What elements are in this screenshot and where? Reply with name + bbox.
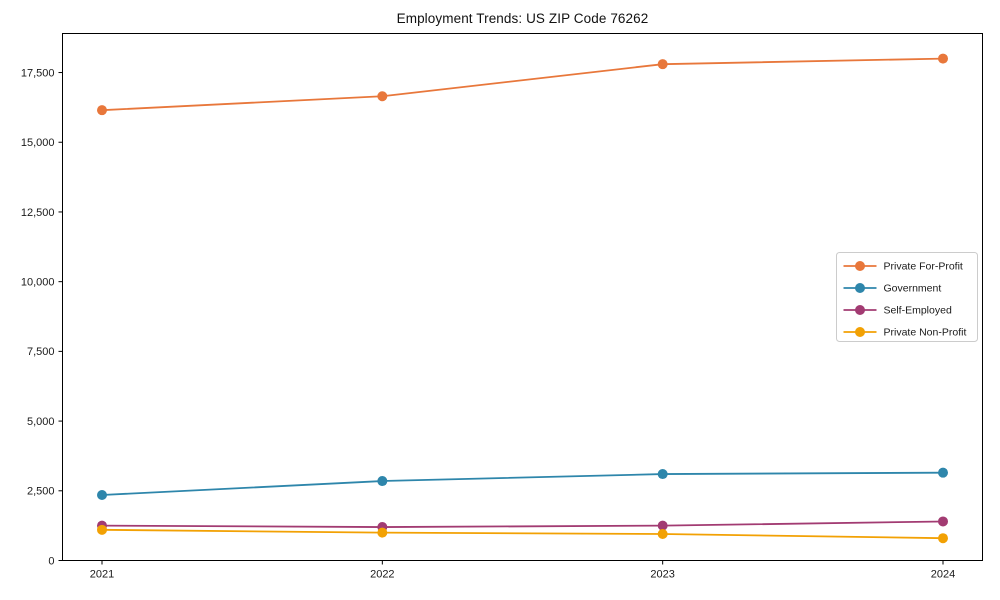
x-tick-label: 2022 bbox=[370, 569, 394, 581]
data-point bbox=[97, 105, 107, 116]
legend-label: Self-Employed bbox=[884, 305, 952, 317]
series-line-self-employed bbox=[101, 520, 944, 528]
y-tick-label: 0 bbox=[48, 555, 54, 567]
legend-box bbox=[836, 252, 978, 342]
x-tick-label: 2023 bbox=[650, 569, 674, 581]
y-tick-label: 2,500 bbox=[27, 486, 55, 498]
data-point bbox=[938, 467, 948, 478]
legend-marker bbox=[855, 261, 865, 271]
y-tick-label: 10,000 bbox=[21, 276, 55, 288]
data-point bbox=[938, 516, 948, 527]
data-point bbox=[938, 533, 948, 544]
data-point bbox=[97, 489, 107, 500]
data-point bbox=[657, 469, 668, 480]
data-point bbox=[377, 91, 388, 102]
legend-marker bbox=[855, 305, 865, 315]
legend-label: Private For-Profit bbox=[884, 261, 963, 273]
data-point bbox=[377, 476, 388, 487]
data-point bbox=[938, 53, 948, 64]
x-tick-label: 2024 bbox=[931, 569, 955, 581]
series-line-private-for-profit bbox=[101, 57, 944, 112]
y-tick-label: 12,500 bbox=[21, 207, 55, 219]
data-point bbox=[657, 529, 668, 540]
chart-title: Employment Trends: US ZIP Code 76262 bbox=[396, 11, 649, 26]
y-tick-label: 17,500 bbox=[21, 67, 55, 79]
data-point bbox=[377, 527, 388, 538]
legend-label: Government bbox=[884, 283, 942, 295]
legend-marker bbox=[855, 327, 865, 337]
plot-border bbox=[62, 33, 983, 561]
data-point bbox=[657, 520, 668, 531]
legend-label: Private Non-Profit bbox=[884, 327, 967, 339]
data-point bbox=[657, 59, 668, 70]
x-tick-label: 2021 bbox=[90, 569, 114, 581]
data-point bbox=[97, 524, 107, 535]
series-line-government bbox=[101, 471, 944, 496]
y-tick-label: 5,000 bbox=[27, 416, 55, 428]
y-tick-label: 15,000 bbox=[21, 137, 55, 149]
series-line-private-non-profit bbox=[101, 528, 944, 540]
legend-marker bbox=[855, 283, 865, 293]
y-tick-label: 7,500 bbox=[27, 346, 55, 358]
